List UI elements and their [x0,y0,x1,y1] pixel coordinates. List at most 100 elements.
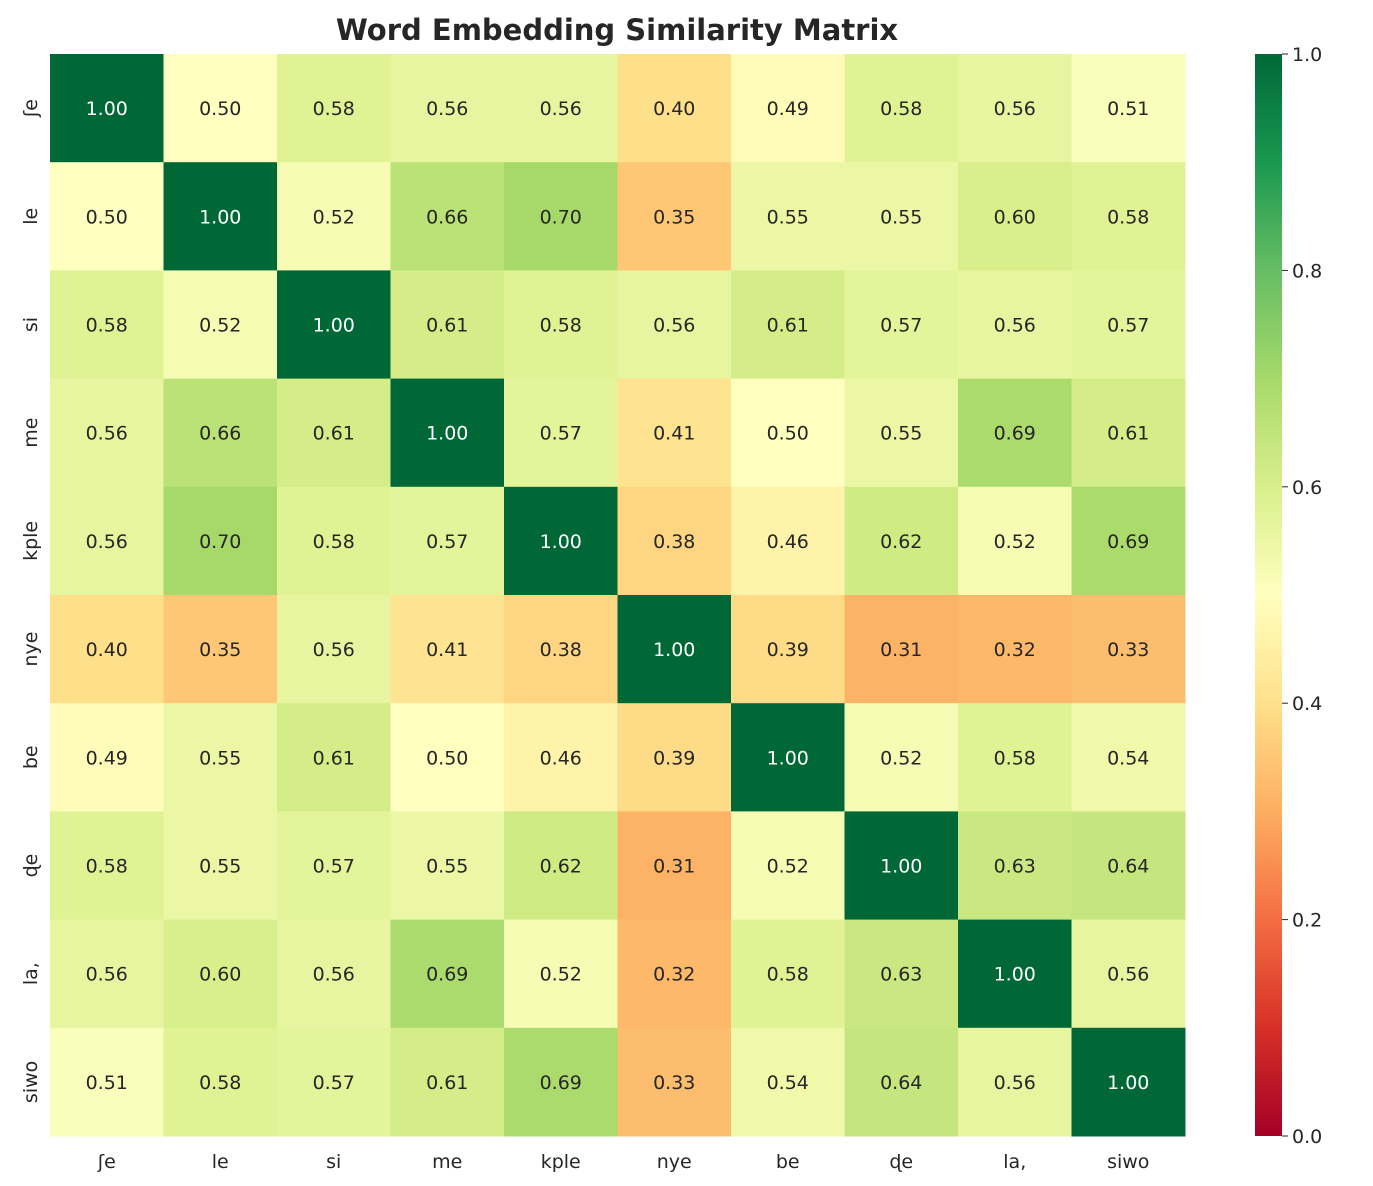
cell-value-label: 0.52 [313,206,355,228]
cell-value-label: 0.31 [880,639,922,661]
heatmap-cell [163,162,278,271]
heatmap-cell [50,54,164,163]
cell-value-label: 0.60 [199,964,241,986]
cell-value-label: 0.57 [313,856,355,878]
cell-value-label: 0.69 [426,964,468,986]
x-tick-label: ʃe [97,1151,116,1173]
cell-value-label: 0.58 [86,856,128,878]
heatmap-cell [617,919,732,1029]
heatmap-cell [844,486,959,596]
cell-value-label: 0.61 [313,747,355,769]
heatmap-cell [163,811,278,921]
cell-value-label: 0.57 [1107,315,1149,337]
cell-value-label: 0.35 [653,206,695,228]
cell-value-label: 0.69 [994,423,1036,445]
cell-value-label: 0.69 [1107,531,1149,553]
heatmap-cell [958,919,1072,1029]
cell-value-label: 0.50 [199,98,241,120]
cell-value-label: 0.70 [540,206,582,228]
cell-value-label: 0.52 [540,964,582,986]
y-tick-label: ɖe [20,854,42,878]
cell-value-label: 0.32 [653,964,695,986]
heatmap-cell [958,703,1072,812]
cell-value-label: 0.33 [1107,639,1149,661]
cell-value-label: 0.49 [767,98,809,120]
cell-value-label: 0.38 [653,531,695,553]
heatmap-cell [50,486,164,596]
heatmap-cell [731,270,845,380]
cell-value-label: 0.46 [767,531,809,553]
cell-value-label: 0.61 [426,315,468,337]
y-tick-label: la, [20,962,42,985]
cell-value-label: 0.41 [653,423,695,445]
cell-value-label: 0.46 [540,747,582,769]
heatmap-cell [163,270,278,380]
cell-value-label: 0.55 [767,206,809,228]
heatmap-cell [1071,595,1186,704]
cell-value-label: 0.40 [86,639,128,661]
heatmap-cell [731,54,845,163]
cell-value-label: 0.61 [1107,423,1149,445]
cell-value-label: 0.52 [994,531,1036,553]
cell-value-label: 0.50 [426,747,468,769]
cell-value-label: 0.61 [767,315,809,337]
heatmap-cell [50,270,164,380]
cell-value-label: 0.58 [994,747,1036,769]
heatmap-cell [731,1027,845,1137]
heatmap-cell [844,703,959,812]
cell-value-label: 0.61 [313,423,355,445]
y-tick-label: ʃe [20,99,42,118]
heatmap-cell [731,162,845,271]
y-tick-label: siwo [20,1061,42,1103]
heatmap-cell [277,54,391,163]
heatmap-cell [731,486,845,596]
heatmap-cell [390,811,505,921]
x-tick-label: le [212,1151,229,1173]
heatmap-cell [617,703,732,812]
colorbar-tick-label: 0.4 [1292,693,1322,715]
cell-value-label: 1.00 [199,206,241,228]
cell-value-label: 0.58 [313,531,355,553]
heatmap-cell [504,378,618,488]
colorbar-tick-label: 0.6 [1292,477,1322,499]
cell-value-label: 0.56 [1107,964,1149,986]
heatmap-cell [1071,486,1186,596]
heatmap-cell [1071,919,1186,1029]
cell-value-label: 0.55 [426,856,468,878]
cell-value-label: 0.54 [767,1072,809,1094]
cell-value-label: 0.52 [767,856,809,878]
cell-value-label: 0.40 [653,98,695,120]
x-tick-label: me [432,1151,462,1173]
cell-value-label: 0.56 [540,98,582,120]
cell-value-label: 1.00 [1107,1072,1149,1094]
cell-value-label: 0.66 [426,206,468,228]
heatmap-cell [844,1027,959,1137]
heatmap-cell [731,378,845,488]
heatmap-cell [1071,162,1186,271]
heatmap-cell [504,703,618,812]
cell-value-label: 0.56 [426,98,468,120]
heatmap-cell [958,595,1072,704]
cell-value-label: 0.56 [994,1072,1036,1094]
heatmap-cell [504,811,618,921]
chart-title: Word Embedding Similarity Matrix [336,13,899,47]
cell-value-label: 0.55 [199,747,241,769]
heatmap-cell [277,919,391,1029]
cell-value-label: 0.58 [199,1072,241,1094]
heatmap-cell [844,270,959,380]
heatmap-cell [731,811,845,921]
heatmap-cell [504,162,618,271]
cell-value-label: 0.58 [540,315,582,337]
cell-value-label: 0.56 [653,315,695,337]
x-tick-label: nye [657,1151,692,1173]
cell-value-label: 0.58 [1107,206,1149,228]
heatmap-cell [390,486,505,596]
heatmap-cell [1071,811,1186,921]
cell-value-label: 0.41 [426,639,468,661]
heatmap-cell [163,595,278,704]
cell-value-label: 0.62 [540,856,582,878]
cell-value-label: 1.00 [880,856,922,878]
heatmap-cell [1071,378,1186,488]
